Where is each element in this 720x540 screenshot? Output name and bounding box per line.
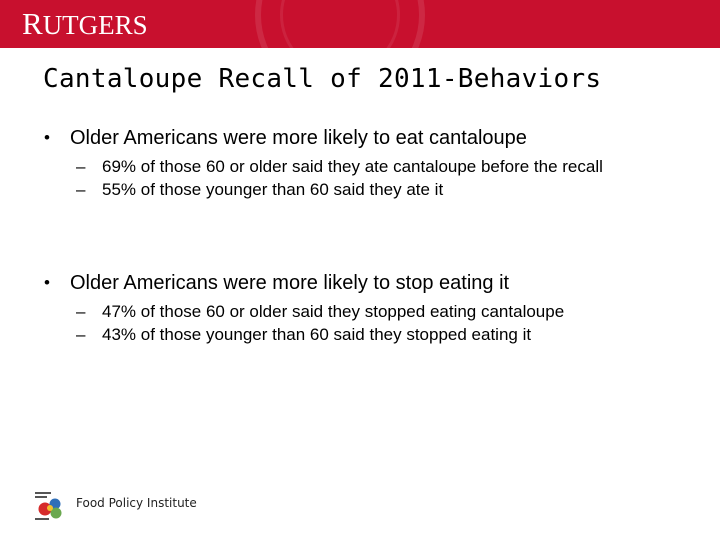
- sub-bullet-text: 43% of those younger than 60 said they s…: [102, 325, 532, 344]
- sub-bullet-dash: –: [76, 325, 86, 344]
- bullet-block: • Older Americans were more likely to ea…: [44, 124, 684, 203]
- sub-bullet-dash: –: [76, 157, 86, 176]
- bullet-text: Older Americans were more likely to stop…: [70, 272, 510, 294]
- food-policy-institute-logo: [34, 490, 70, 522]
- slide-title: Cantaloupe Recall of 2011-Behaviors: [43, 64, 602, 94]
- sub-bullet-dash: –: [76, 180, 86, 199]
- bullet-item: • Older Americans were more likely to st…: [44, 269, 684, 297]
- rutgers-logo: RUTGERS: [22, 6, 148, 41]
- sub-bullet-text: 47% of those 60 or older said they stopp…: [102, 302, 565, 321]
- header-banner: RUTGERS: [0, 0, 720, 48]
- bullet-text: Older Americans were more likely to eat …: [70, 127, 527, 149]
- sub-bullet-item: – 43% of those younger than 60 said they…: [44, 325, 684, 345]
- bullet-dot: •: [44, 128, 50, 147]
- footer-institute-name: Food Policy Institute: [76, 496, 197, 510]
- sub-bullet-dash: –: [76, 302, 86, 321]
- sub-bullet-item: – 69% of those 60 or older said they ate…: [44, 157, 684, 177]
- sub-bullet-item: – 55% of those younger than 60 said they…: [44, 180, 684, 200]
- sub-bullet-item: – 47% of those 60 or older said they sto…: [44, 302, 684, 322]
- bullet-item: • Older Americans were more likely to ea…: [44, 124, 684, 152]
- sub-bullet-text: 55% of those younger than 60 said they a…: [102, 180, 444, 199]
- bullet-dot: •: [44, 273, 50, 292]
- seal-watermark: [255, 0, 425, 48]
- bullet-block: • Older Americans were more likely to st…: [44, 269, 684, 348]
- sub-bullet-list: – 69% of those 60 or older said they ate…: [44, 157, 684, 200]
- sub-bullet-list: – 47% of those 60 or older said they sto…: [44, 302, 684, 345]
- seal-watermark-inner: [280, 0, 400, 48]
- sub-bullet-text: 69% of those 60 or older said they ate c…: [102, 157, 603, 176]
